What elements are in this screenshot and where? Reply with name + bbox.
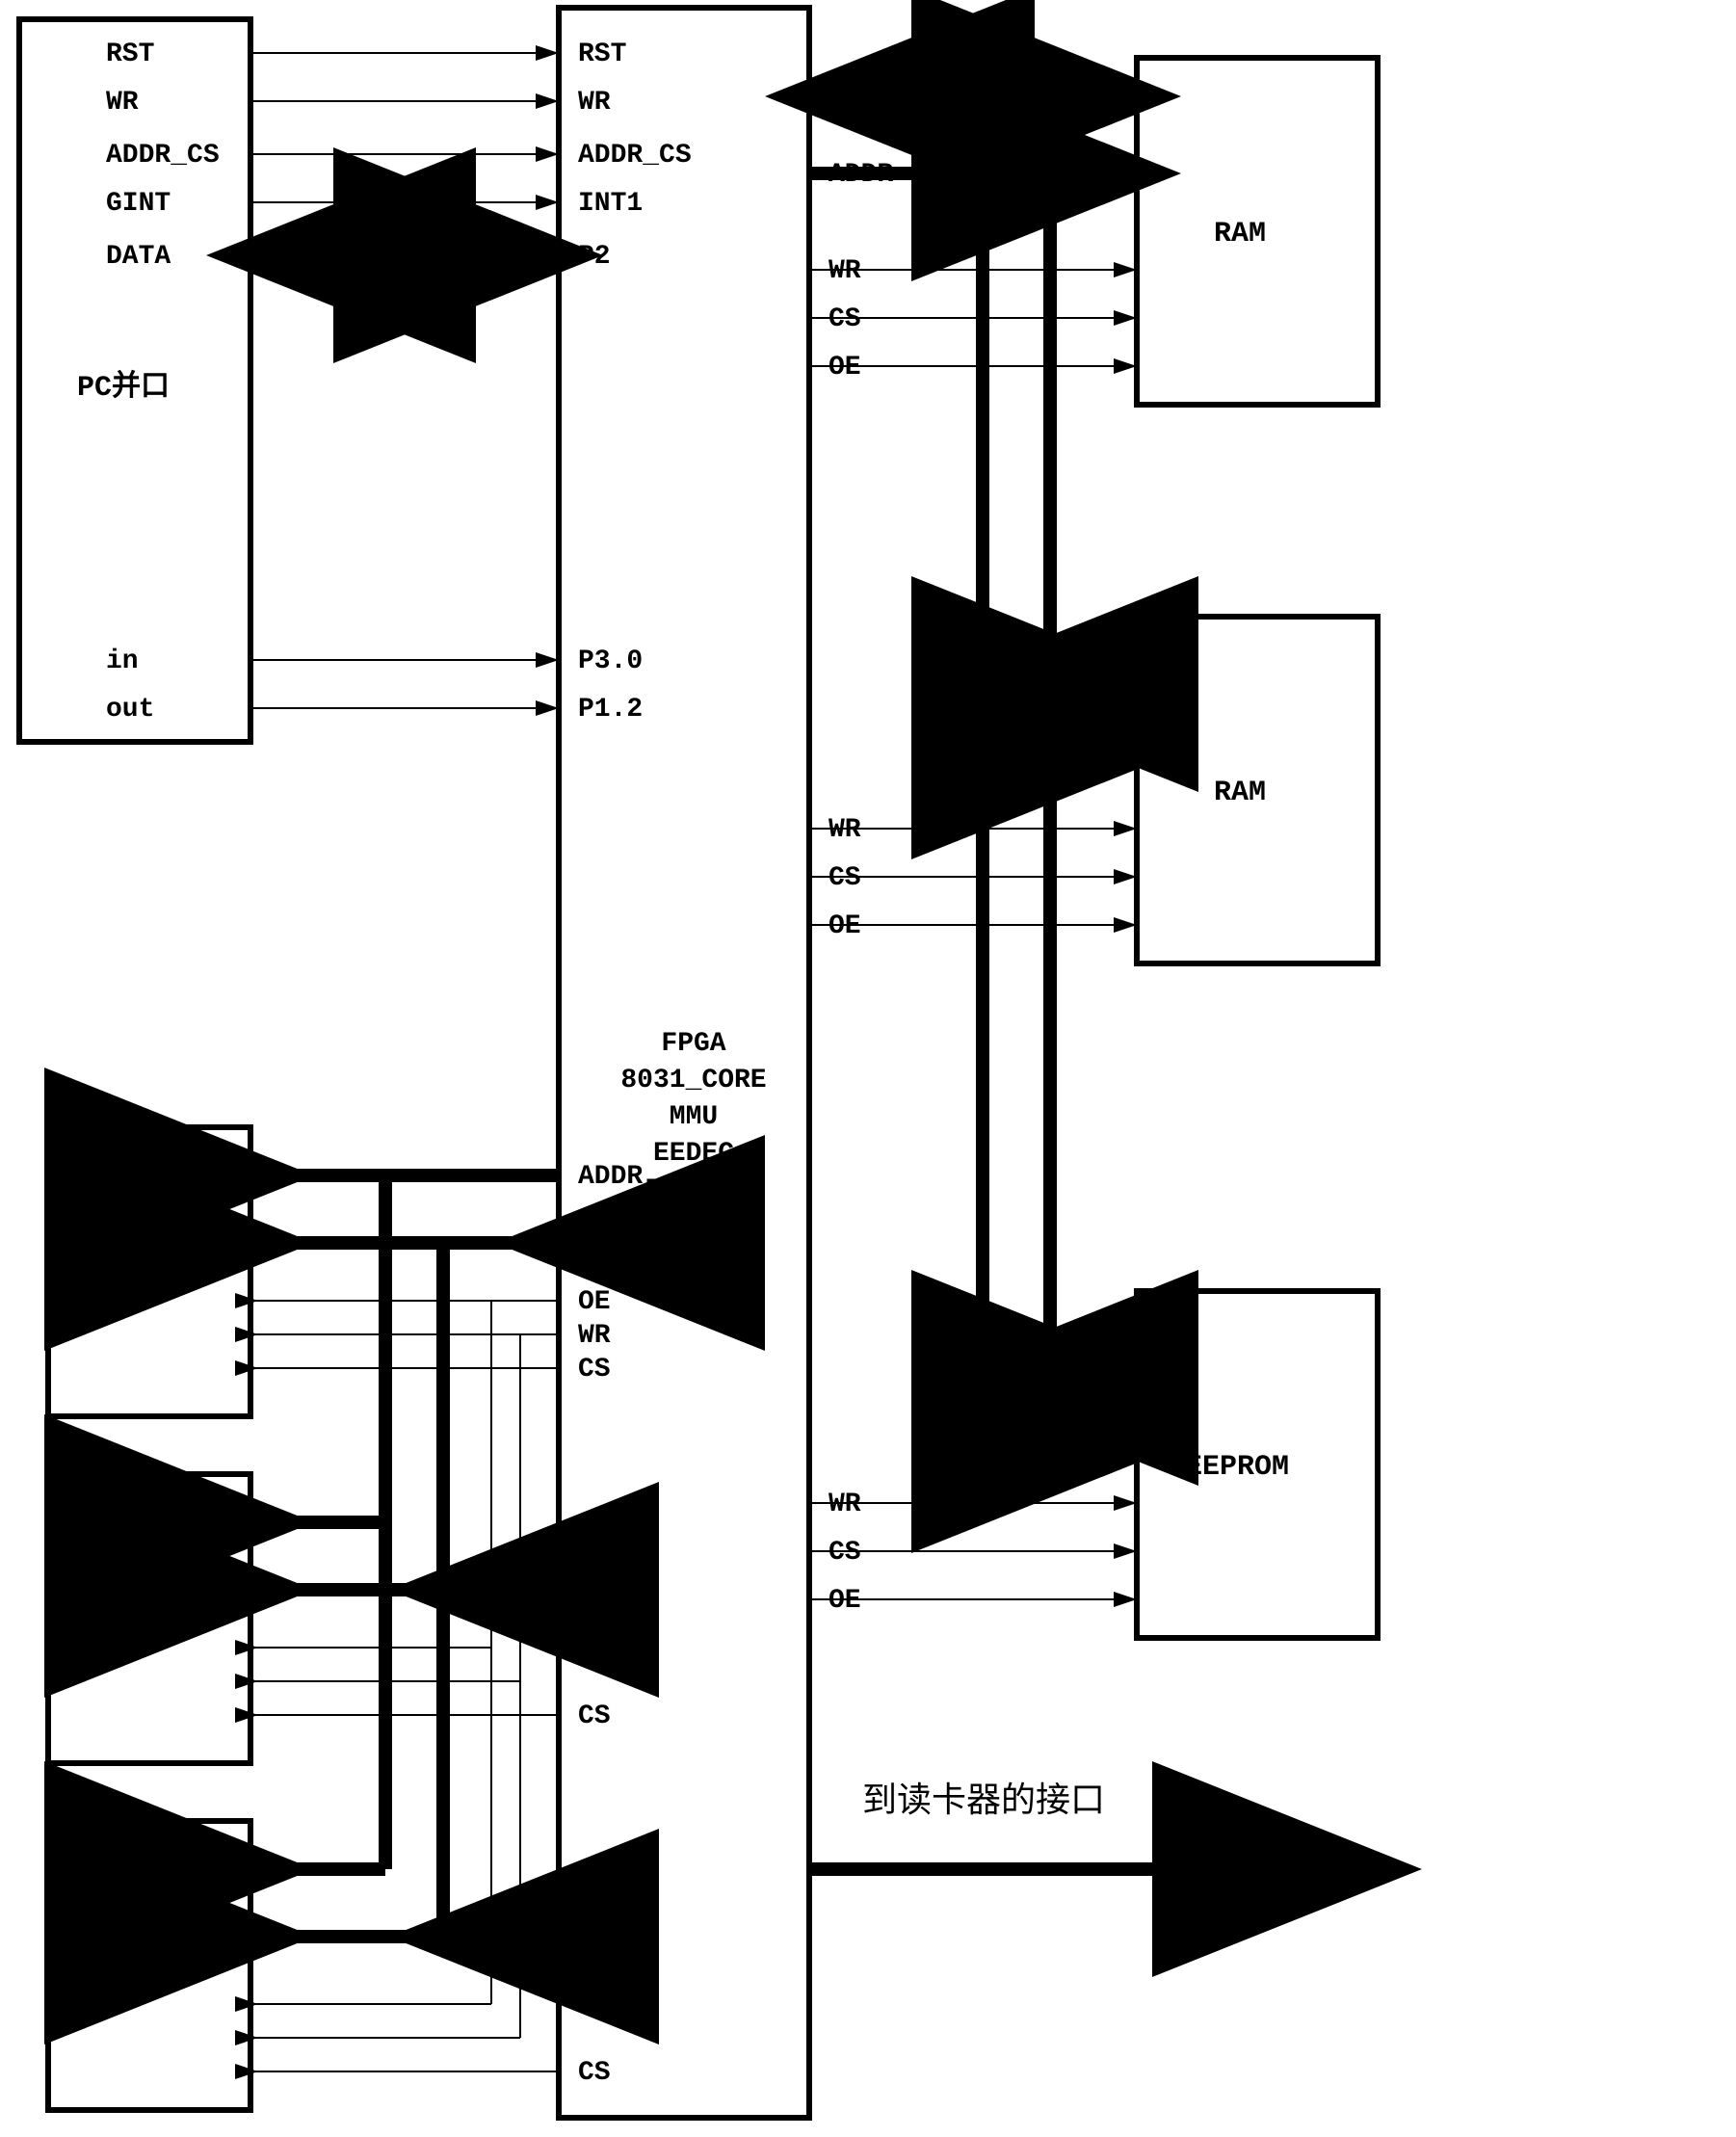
fpga-right-label-cs1: CS [829,304,861,334]
ram_l2-label: RAM [106,1610,158,1643]
fpga-line-0: FPGA [661,1029,725,1059]
lb-data-label: DATA [578,1229,643,1259]
lb-cs-label: CS [578,1355,611,1385]
pc-label-out: out [106,695,154,725]
fpga-right-label-oe1: OE [829,353,861,383]
pc_port-label: PC并口 [77,370,170,405]
fpga-right-label-cs2: CS [829,863,861,893]
fpga-left-label-in: P3.0 [578,646,643,676]
fpga-left-label-gint: INT1 [578,189,643,219]
lb-cs2-label: CS [578,1702,611,1731]
fpga-right-label-wr2: WR [829,815,861,845]
fpga-right-label-wr1: WR [829,256,861,286]
ram_r2-label: RAM [1214,777,1266,809]
pc-label-wr: WR [106,88,139,118]
ram_l1-label: RAM [106,1263,158,1296]
block-diagram: PC并口 FPGA 8031_CORE MMU EEDEC EEPAGE CONTROL RA… [0,0,1736,2137]
pc-label-gint: GINT [106,189,171,219]
fpga-line-5: CONTROL [637,1212,750,1242]
fpga-line-4: EEPAGE [645,1175,743,1205]
fpga-right-label-oe2: OE [829,911,861,941]
fpga-left-label-data: P2 [578,242,611,272]
fpga-right-label-wr3: WR [829,1490,861,1519]
ram_l3-label: RAM [106,1957,158,1990]
fpga-line-3: EEDEC [653,1139,734,1169]
lb-wr-label: WR [578,1321,611,1351]
pc-label-addr_cs: ADDR_CS [106,141,220,171]
lb-addr-label: ADDR [578,1162,643,1192]
fpga-left-label-wr: WR [578,88,611,118]
fpga-right-label-oe3: OE [829,1586,861,1616]
fpga-left-label-rst: RST [578,40,626,69]
fpga-line-1: 8031_CORE [620,1066,766,1095]
fpga-line-2: MMU [670,1102,718,1132]
lb-cs3-label: CS [578,2058,611,2088]
eeprom-label: EEPROM [1185,1451,1289,1484]
reader-iface-label: 到读卡器的接口 [862,1781,1105,1822]
ram_r1-label: RAM [1214,218,1266,251]
pc-label-rst: RST [106,40,154,69]
fpga-left-label-out: P1.2 [578,695,643,725]
fpga-block [559,8,809,2118]
lb-oe-label: OE [578,1287,611,1317]
fpga-right-label-cs3: CS [829,1538,861,1568]
pc-label-data: DATA [106,242,171,272]
pc-label-in: in [106,646,139,676]
fpga-left-label-addr_cs: ADDR_CS [578,141,692,171]
